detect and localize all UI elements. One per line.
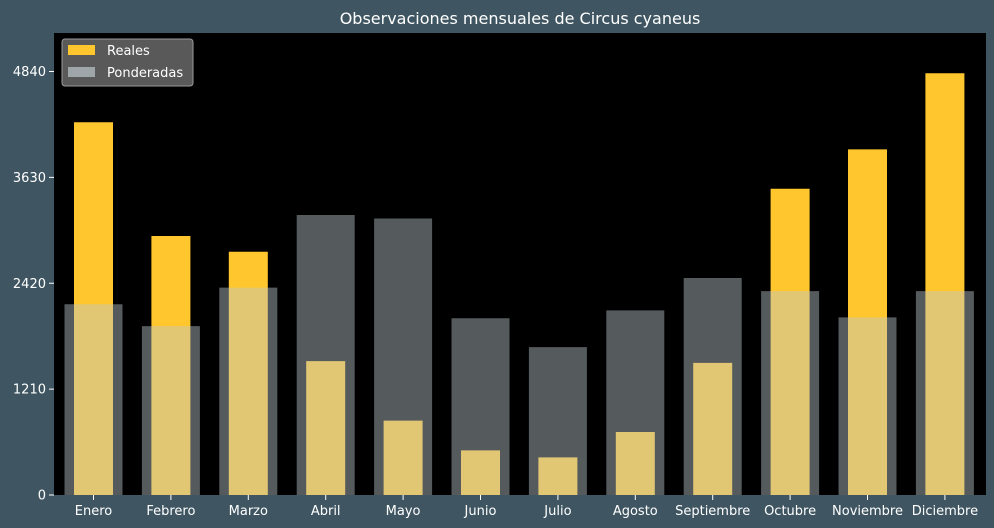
bar-ponderadas-agosto <box>606 310 665 495</box>
x-axis: Enero Febrero Marzo Abril Mayo Junio Julio Agos… <box>75 495 978 519</box>
bar-reales-febrero <box>151 236 191 495</box>
bar-ponderadas-julio <box>528 347 587 495</box>
bar-reales-octubre <box>770 188 810 495</box>
x-tick-label: Junio <box>464 504 497 519</box>
x-tick-label: Julio <box>543 504 571 519</box>
x-tick-label: Marzo <box>229 504 268 519</box>
bar-reales-abril <box>306 361 346 495</box>
bar-reales-junio <box>461 450 500 495</box>
legend-label-reales: Reales <box>107 44 150 59</box>
bar-ponderadas-diciembre <box>915 291 974 495</box>
y-axis: 0 1210 2420 3630 4840 <box>13 65 54 504</box>
bar-ponderadas-octubre <box>761 291 820 495</box>
legend-swatch-ponderadas <box>68 67 95 77</box>
bar-reales-diciembre <box>925 73 965 495</box>
bar-reales-noviembre <box>848 149 887 495</box>
x-tick-label: Enero <box>75 504 113 519</box>
bar-ponderadas-abril <box>296 215 355 495</box>
bar-reales-mayo <box>383 420 423 495</box>
y-tick-label: 4840 <box>13 65 46 80</box>
bar-ponderadas-febrero <box>141 326 200 495</box>
x-tick-label: Abril <box>311 504 341 519</box>
chart-title: Observaciones mensuales de Circus cyaneu… <box>340 9 701 28</box>
plot-area <box>54 33 986 495</box>
y-tick-label: 2420 <box>13 277 46 292</box>
x-tick-label: Septiembre <box>675 504 750 519</box>
bar-ponderadas-enero <box>64 304 123 495</box>
legend-swatch-reales <box>68 45 95 55</box>
y-tick-label: 0 <box>38 489 46 504</box>
bar-reales-marzo <box>228 251 268 495</box>
bar-reales-julio <box>538 457 578 495</box>
x-tick-label: Diciembre <box>912 504 978 519</box>
bar-ponderadas-noviembre <box>838 317 897 495</box>
bar-reales-septiembre <box>693 362 733 495</box>
y-tick-label: 3630 <box>13 171 46 186</box>
series-reales <box>74 73 965 495</box>
series-ponderadas <box>64 215 974 495</box>
bar-reales-enero <box>74 122 113 495</box>
x-tick-label: Noviembre <box>832 504 903 519</box>
y-tick-label: 1210 <box>13 383 46 398</box>
x-tick-label: Mayo <box>386 504 421 519</box>
bar-reales-agosto <box>615 432 655 495</box>
x-tick-label: Febrero <box>146 504 195 519</box>
legend: Reales Ponderadas <box>61 38 194 87</box>
bar-ponderadas-mayo <box>374 218 433 495</box>
x-tick-label: Octubre <box>764 504 816 519</box>
bar-ponderadas-septiembre <box>683 278 742 495</box>
bar-ponderadas-junio <box>451 318 510 495</box>
legend-label-ponderadas: Ponderadas <box>107 66 183 81</box>
bar-ponderadas-marzo <box>219 287 278 495</box>
x-tick-label: Agosto <box>613 504 658 519</box>
